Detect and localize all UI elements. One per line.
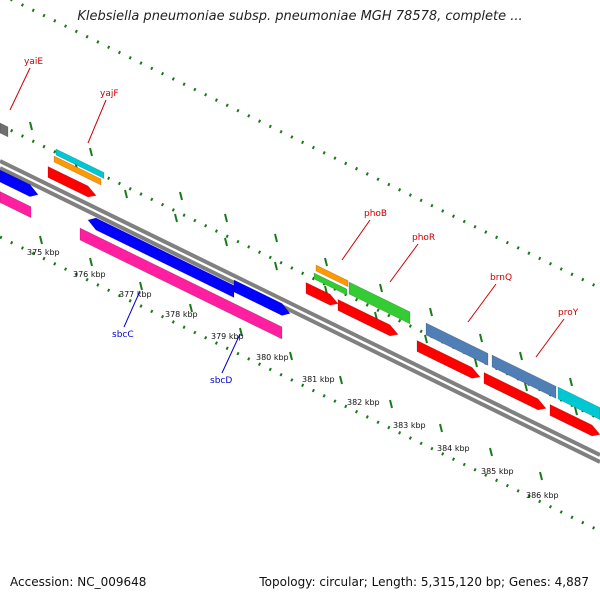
major-tick [379, 283, 383, 293]
feature-label-connector [221, 333, 241, 374]
major-tick [439, 423, 443, 433]
major-tick [324, 257, 328, 267]
major-tick [224, 213, 228, 223]
feature-block-green [313, 272, 348, 296]
gene-label: yaiE [24, 57, 43, 67]
feature-label-connector [123, 290, 141, 328]
feature-block-green [348, 281, 411, 325]
gene-label: brnQ [490, 273, 512, 283]
major-tick [339, 375, 343, 385]
major-tick [124, 189, 128, 199]
major-tick [519, 351, 523, 361]
major-tick [29, 121, 33, 131]
feature-block-orange [53, 155, 102, 186]
gene-arrow-blue [87, 217, 235, 299]
feature-block-cyan [557, 386, 600, 420]
accession-text: Accession: NC_009648 [10, 575, 147, 589]
major-tick [539, 471, 543, 481]
kbp-label: 378 kbp [165, 310, 198, 319]
cds-arrow [337, 299, 399, 337]
major-tick [239, 327, 243, 337]
major-tick [174, 213, 178, 223]
major-tick [179, 191, 183, 201]
gene-label-connector [535, 318, 565, 358]
feature-label: sbcD [210, 376, 232, 386]
major-tick [89, 257, 93, 267]
major-tick [189, 303, 193, 313]
feature-block-cyan [55, 148, 105, 180]
feature-label: sbcC [112, 330, 134, 340]
gene-label: phoB [364, 209, 387, 219]
tick-marks [0, 0, 600, 533]
major-tick [524, 382, 528, 392]
major-tick [139, 281, 143, 291]
cds-arrow [483, 372, 547, 411]
feature-blocks [0, 122, 600, 437]
major-tick [89, 147, 93, 157]
feature-block-gray [0, 122, 9, 138]
major-tick [289, 351, 293, 361]
major-tick [429, 307, 433, 317]
cds-arrow [305, 282, 339, 306]
cds-arrow [549, 404, 600, 437]
gene-label-connector [87, 99, 107, 144]
major-tick [389, 399, 393, 409]
major-tick [274, 261, 278, 271]
kbp-label: 380 kbp [256, 353, 289, 362]
major-tick [424, 334, 428, 344]
kbp-label: 376 kbp [73, 270, 106, 279]
gene-label-connector [467, 283, 497, 323]
backbone-line [0, 166, 600, 464]
gene-label: phoR [412, 233, 435, 243]
kbp-label: 385 kbp [481, 467, 514, 476]
major-tick [574, 406, 578, 416]
major-tick [569, 377, 573, 387]
feature-block-steelblue [425, 322, 489, 366]
gene-label: proY [558, 308, 579, 318]
feature-block-magenta [79, 227, 283, 340]
genome-backbone [0, 159, 600, 464]
gene-label: yajF [100, 89, 119, 99]
cds-arrow [416, 340, 481, 379]
major-tick [489, 447, 493, 457]
kbp-label: 384 kbp [437, 444, 470, 453]
gene-label-connector [389, 243, 419, 283]
major-tick [224, 237, 228, 247]
feature-block-orange [315, 264, 349, 288]
feature-block-steelblue [491, 354, 557, 399]
kbp-label: 379 kbp [211, 332, 244, 341]
gene-label-connector [341, 219, 371, 261]
map-title: Klebsiella pneumoniae subsp. pneumoniae … [77, 9, 523, 24]
gene-arrow-blue [233, 279, 291, 316]
major-tick [274, 233, 278, 243]
major-tick [39, 235, 43, 245]
kbp-label: 383 kbp [393, 421, 426, 430]
feature-block-magenta [0, 191, 32, 219]
major-tick [479, 333, 483, 343]
kbp-label: 375 kbp [27, 248, 60, 257]
cds-arrow [47, 166, 97, 198]
genome-summary-text: Topology: circular; Length: 5,315,120 bp… [259, 575, 589, 589]
kbp-label: 381 kbp [302, 375, 335, 384]
map-labels: 375 kbp 376 kbp 377 kbp 378 kbp 379 kbp 380 k… [9, 57, 579, 500]
kbp-label: 377 kbp [119, 290, 152, 299]
gene-arrow-blue [0, 169, 39, 197]
backbone-line [0, 159, 600, 457]
kbp-label: 386 kbp [526, 491, 559, 500]
kbp-label: 382 kbp [347, 398, 380, 407]
major-tick [474, 358, 478, 368]
gene-label-connector [9, 67, 31, 111]
